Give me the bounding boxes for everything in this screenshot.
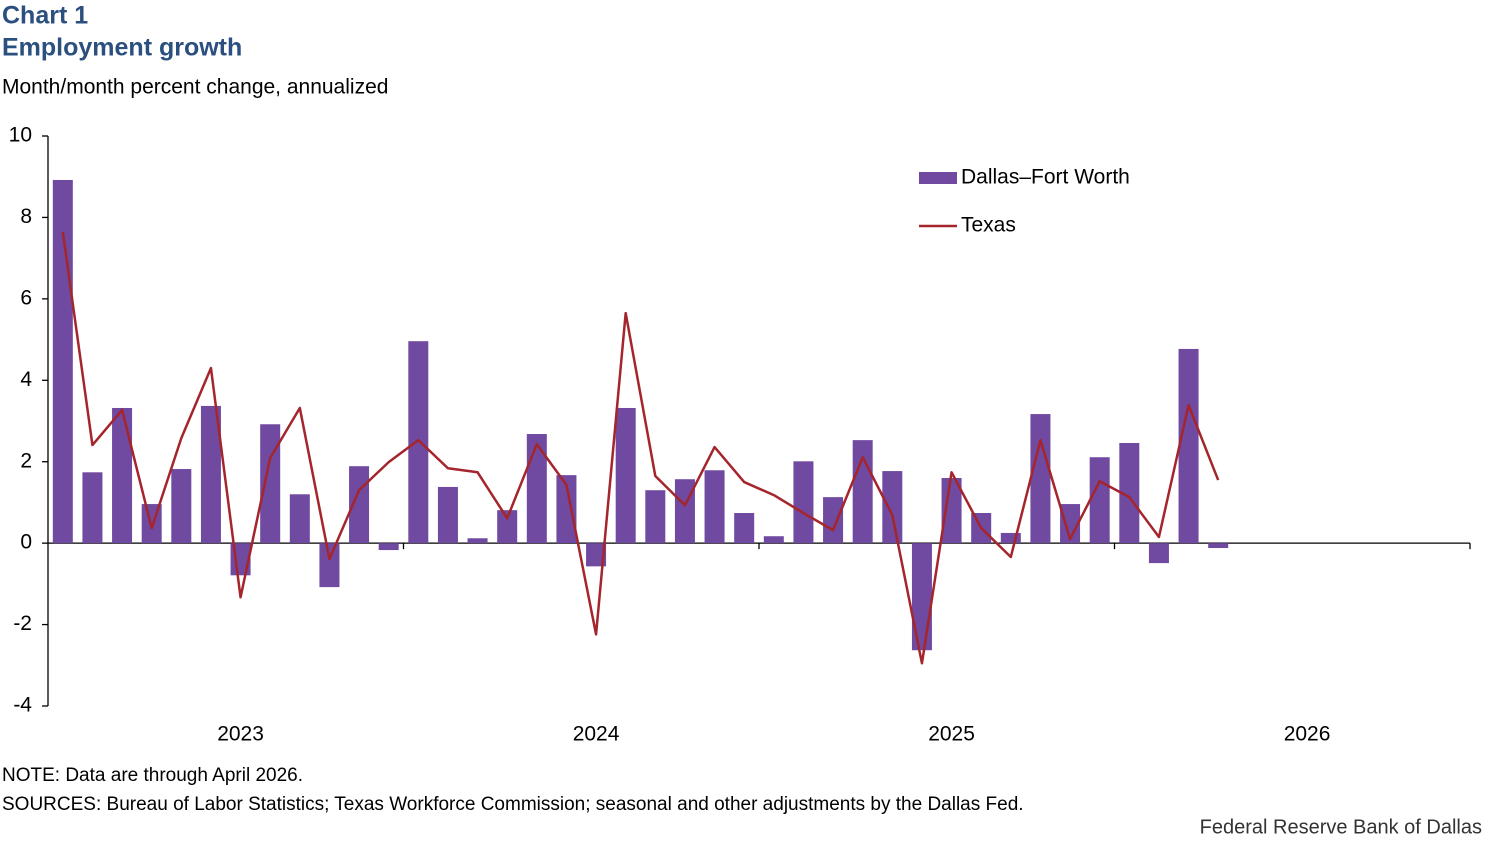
bar bbox=[1208, 543, 1229, 549]
bar bbox=[378, 543, 399, 551]
bar bbox=[645, 490, 666, 544]
bar bbox=[408, 341, 429, 544]
legend-swatch bbox=[919, 172, 957, 184]
bar bbox=[1060, 504, 1081, 544]
y-tick-label: 8 bbox=[20, 205, 32, 228]
y-tick-label: -4 bbox=[13, 694, 32, 717]
bar bbox=[260, 424, 281, 544]
x-tick-label: 2023 bbox=[217, 723, 264, 746]
bar bbox=[497, 510, 518, 544]
bar bbox=[734, 513, 755, 544]
y-tick-label: 0 bbox=[20, 531, 32, 554]
bar bbox=[289, 494, 310, 544]
bar bbox=[615, 407, 636, 544]
bar bbox=[200, 405, 221, 544]
line bbox=[61, 231, 1220, 665]
bar bbox=[82, 472, 103, 544]
legend-label: Texas bbox=[961, 214, 1016, 237]
bar bbox=[1119, 442, 1140, 544]
bar bbox=[852, 440, 873, 544]
bar bbox=[882, 471, 903, 544]
legend-label: Dallas–Fort Worth bbox=[961, 166, 1130, 189]
bar bbox=[1000, 532, 1021, 544]
x-tick-label: 2024 bbox=[573, 723, 620, 746]
bar bbox=[437, 486, 458, 544]
chart-title: Employment growth bbox=[2, 34, 242, 62]
bar bbox=[556, 475, 577, 544]
bar bbox=[586, 543, 607, 567]
bar bbox=[941, 478, 962, 544]
bar bbox=[526, 434, 547, 544]
chart-label: Chart 1 bbox=[2, 2, 88, 30]
bar bbox=[823, 497, 844, 544]
bar bbox=[793, 461, 814, 544]
credit: Federal Reserve Bank of Dallas bbox=[1200, 816, 1482, 838]
bar bbox=[467, 538, 488, 544]
y-tick-label: 4 bbox=[20, 368, 32, 391]
bar bbox=[1030, 414, 1051, 544]
x-tick-label: 2025 bbox=[928, 723, 975, 746]
x-tick-label: 2026 bbox=[1284, 723, 1331, 746]
note: NOTE: Data are through April 2026. bbox=[2, 765, 303, 786]
bar bbox=[1178, 348, 1199, 544]
subtitle: Month/month percent change, annualized bbox=[2, 76, 388, 99]
y-tick-label: -2 bbox=[13, 612, 32, 635]
bar bbox=[1148, 543, 1169, 564]
bar bbox=[704, 470, 725, 544]
bar bbox=[1089, 457, 1110, 544]
y-tick-label: 2 bbox=[20, 449, 32, 472]
sources: SOURCES: Bureau of Labor Statistics; Tex… bbox=[2, 794, 1024, 815]
y-tick-label: 6 bbox=[20, 286, 32, 309]
bar bbox=[319, 543, 340, 588]
bar bbox=[763, 536, 784, 544]
y-tick-label: 10 bbox=[9, 124, 32, 147]
bar bbox=[112, 407, 133, 544]
bar bbox=[171, 469, 192, 544]
